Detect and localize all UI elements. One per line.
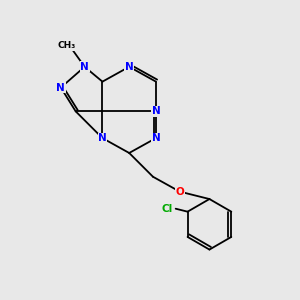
Text: N: N: [98, 133, 107, 143]
Text: O: O: [175, 187, 184, 196]
Text: N: N: [56, 82, 65, 93]
Text: N: N: [152, 133, 160, 143]
Text: N: N: [125, 62, 134, 72]
Text: CH₃: CH₃: [58, 41, 76, 50]
Text: N: N: [80, 62, 89, 72]
Text: N: N: [152, 106, 160, 116]
Text: Cl: Cl: [161, 204, 172, 214]
